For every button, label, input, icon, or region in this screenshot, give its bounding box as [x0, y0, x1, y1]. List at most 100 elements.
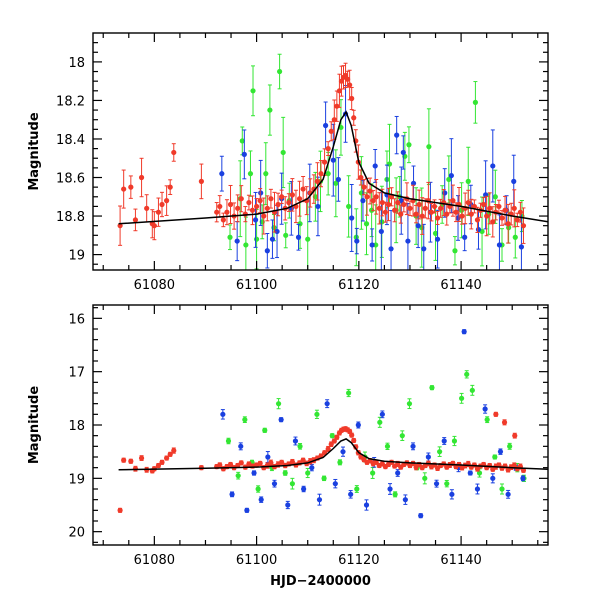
data-point — [121, 169, 127, 209]
data-point — [309, 464, 315, 472]
data-point — [349, 86, 355, 111]
data-point — [261, 197, 267, 235]
data-point — [264, 195, 270, 222]
data-point — [252, 191, 259, 248]
data-point — [363, 499, 370, 511]
data-point — [295, 223, 302, 251]
data-point — [238, 460, 244, 466]
data-point — [372, 149, 378, 183]
x-axis: 61080 61100 61120 61140 — [102, 33, 539, 293]
plot-frame — [92, 304, 549, 546]
data-point — [251, 470, 257, 476]
data-point — [159, 459, 165, 465]
data-point — [325, 141, 331, 157]
data-point — [361, 179, 367, 196]
data-point — [337, 459, 343, 466]
data-point — [316, 493, 323, 506]
series-blue — [220, 329, 526, 519]
data-point — [149, 209, 155, 239]
data-point — [441, 437, 447, 445]
x-axis-title: HJD−2400000 — [270, 574, 371, 589]
data-point — [497, 448, 504, 455]
x-tick-label: 61080 — [134, 278, 175, 293]
data-point — [229, 491, 235, 498]
data-point — [410, 165, 417, 202]
series-red — [117, 62, 527, 246]
data-point — [425, 452, 431, 462]
data-point — [271, 479, 278, 488]
data-point — [297, 443, 303, 450]
y-tick-label: 19 — [68, 249, 85, 264]
data-point — [426, 108, 432, 186]
data-point — [278, 417, 284, 423]
data-point — [406, 126, 412, 164]
data-point — [422, 198, 428, 219]
data-point — [338, 99, 344, 156]
data-point — [434, 211, 441, 225]
data-point — [220, 212, 226, 228]
data-point — [235, 471, 241, 480]
data-point — [224, 199, 230, 226]
x-axis: 61080 61100 61120 61140 — [102, 305, 539, 568]
data-point — [279, 189, 285, 204]
data-point — [330, 123, 336, 197]
x-tick-label: 61140 — [440, 553, 481, 568]
data-point — [405, 202, 411, 270]
data-point — [285, 500, 291, 510]
x-tick-label: 61120 — [338, 278, 379, 293]
data-point — [280, 116, 286, 189]
y-tick-label: 17 — [68, 366, 85, 381]
data-point — [268, 188, 274, 209]
data-point — [451, 435, 458, 447]
data-point — [250, 65, 256, 117]
data-point — [314, 162, 321, 201]
y-axis: 16 17 18 19 20 — [68, 307, 548, 543]
plot-area — [117, 53, 548, 270]
data-point — [496, 214, 503, 270]
data-point — [370, 190, 376, 212]
data-point — [480, 197, 487, 212]
x-tick-label: 61100 — [236, 553, 277, 568]
data-point — [394, 115, 400, 155]
data-point — [399, 430, 405, 441]
data-point — [449, 489, 455, 500]
data-point — [373, 204, 379, 270]
data-point — [128, 458, 134, 464]
data-point — [282, 470, 288, 476]
data-point — [283, 222, 289, 249]
x-tick-label: 61120 — [338, 553, 379, 568]
data-point — [429, 385, 435, 391]
data-point — [512, 432, 518, 439]
series-red — [117, 411, 527, 513]
data-point — [369, 228, 375, 262]
data-point — [363, 192, 370, 256]
data-point — [121, 457, 127, 463]
data-point — [520, 475, 526, 482]
data-point — [334, 90, 340, 122]
x-tick-label: 61080 — [134, 553, 175, 568]
data-point — [349, 432, 355, 438]
data-point — [416, 189, 422, 220]
data-point — [490, 473, 496, 484]
bottom-panel: 61080 61100 61120 61140 16 17 18 19 20 Magnitude H… — [27, 304, 549, 589]
data-point — [214, 202, 220, 223]
data-point — [392, 198, 398, 223]
data-point — [501, 419, 508, 426]
data-point — [246, 194, 252, 211]
data-point — [333, 149, 339, 218]
data-point — [444, 202, 450, 226]
x-tick-label: 61100 — [236, 278, 277, 293]
data-point — [275, 192, 281, 217]
y-tick-label: 18.4 — [56, 133, 85, 148]
data-point — [171, 447, 177, 454]
data-point — [474, 483, 481, 495]
data-point — [255, 485, 261, 493]
data-point — [219, 155, 225, 192]
data-point — [410, 442, 416, 451]
data-point — [502, 195, 508, 225]
data-point — [238, 185, 244, 213]
data-point — [474, 206, 481, 233]
plot-area — [117, 329, 548, 519]
data-point — [242, 416, 248, 424]
